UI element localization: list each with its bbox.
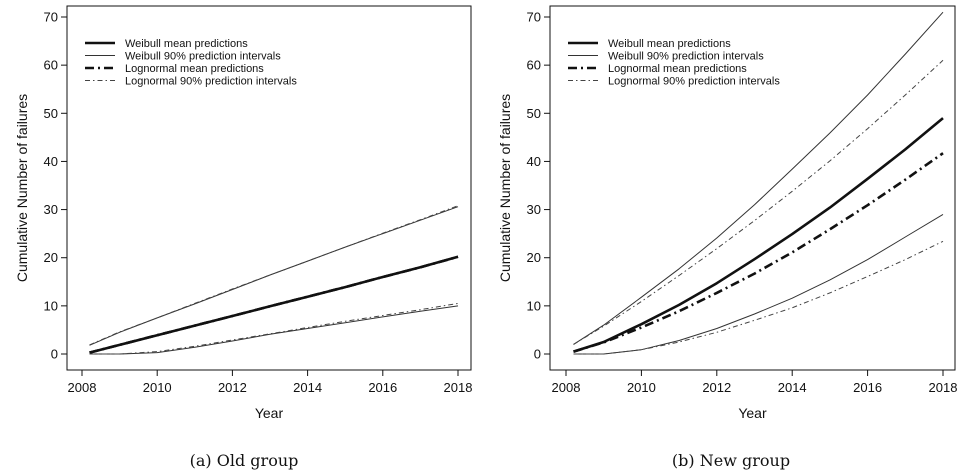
legend-label: Lognormal 90% prediction intervals — [608, 76, 780, 88]
plot-frame — [549, 5, 956, 371]
x-tick-label: 2016 — [368, 380, 397, 395]
x-tick-label: 2008 — [552, 380, 581, 395]
x-tick-label: 2010 — [143, 380, 172, 395]
x-axis-label: Year — [738, 405, 767, 421]
legend-label: Lognormal 90% prediction intervals — [125, 76, 297, 88]
y-tick-label: 0 — [51, 347, 58, 362]
series-line-solid-thick — [573, 117, 944, 353]
x-tick-label: 2010 — [627, 380, 656, 395]
series-line-solid-thin-lower — [573, 213, 944, 355]
legend-label: Lognormal mean predictions — [125, 63, 264, 75]
y-tick-label: 10 — [44, 298, 58, 313]
legend-label: Weibull mean predictions — [125, 38, 248, 50]
series-line-dashdot-thin-upper — [89, 205, 459, 346]
y-axis-label: Cumulative Number of failures — [497, 94, 513, 282]
y-tick-label: 40 — [527, 154, 541, 169]
x-tick-label: 2012 — [702, 380, 731, 395]
x-tick-label: 2016 — [853, 380, 882, 395]
x-tick-label: 2018 — [444, 380, 473, 395]
y-tick-label: 50 — [44, 106, 58, 121]
x-tick-label: 2014 — [293, 380, 322, 395]
series-line-dashdot-thin-lower — [89, 302, 459, 355]
y-tick-label: 40 — [44, 154, 58, 169]
legend-label: Weibull 90% prediction intervals — [125, 51, 281, 63]
plot-frame — [66, 5, 472, 371]
series-line-solid-thick — [89, 255, 459, 354]
series-line-dashdot-thick — [573, 152, 944, 353]
x-tick-label: 2018 — [929, 380, 958, 395]
x-tick-label: 2012 — [218, 380, 247, 395]
y-tick-label: 30 — [44, 202, 58, 217]
y-tick-label: 20 — [527, 250, 541, 265]
y-tick-label: 60 — [527, 58, 541, 73]
series-line-solid-thin-upper — [89, 206, 459, 346]
legend-label: Lognormal mean predictions — [608, 63, 747, 75]
y-tick-label: 20 — [44, 250, 58, 265]
y-tick-label: 30 — [527, 202, 541, 217]
panel-caption: (a) Old group — [190, 451, 299, 470]
chart-panel-2: 0 10 20 30 40 50 60 70 2008 2010 2012 2014 2016 2018 Y… — [497, 5, 958, 470]
x-tick-label: 2008 — [68, 380, 97, 395]
y-tick-label: 70 — [527, 10, 541, 25]
legend-label: Weibull mean predictions — [608, 38, 731, 50]
y-tick-label: 50 — [527, 106, 541, 121]
series-line-solid-thin-lower — [89, 305, 459, 355]
x-axis-label: Year — [255, 405, 284, 421]
series-line-solid-thin-upper — [573, 11, 944, 345]
y-tick-label: 60 — [44, 58, 58, 73]
y-tick-label: 0 — [534, 347, 541, 362]
panel-caption: (b) New group — [672, 451, 790, 470]
series-line-dashdot-thin-upper — [573, 59, 944, 345]
chart-panel-1: 0 10 20 30 40 50 60 70 2008 2010 2012 2014 2016 2018 Y… — [14, 5, 473, 470]
y-tick-label: 70 — [44, 10, 58, 25]
y-tick-label: 10 — [527, 298, 541, 313]
x-tick-label: 2014 — [778, 380, 807, 395]
y-axis-label: Cumulative Number of failures — [14, 94, 30, 282]
series-line-dashdot-thick — [89, 255, 459, 354]
legend-label: Weibull 90% prediction intervals — [608, 51, 764, 63]
